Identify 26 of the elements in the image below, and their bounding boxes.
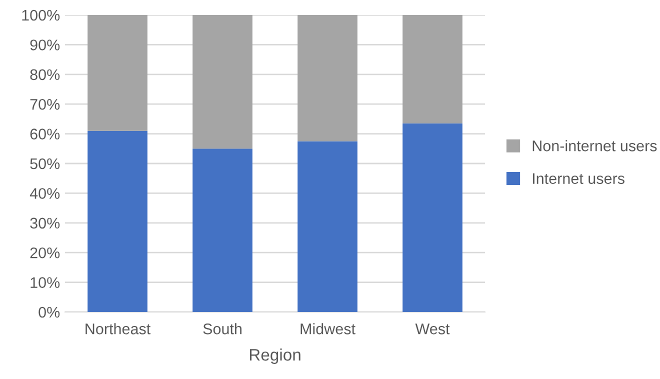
y-tick-label: 40%	[30, 188, 60, 199]
x-tick-label: Midwest	[300, 323, 356, 334]
bar	[402, 15, 462, 124]
y-tick-label: 80%	[30, 69, 60, 80]
x-tick-label: West	[415, 324, 450, 334]
bar	[402, 123, 462, 312]
y-tick-label: 100%	[22, 10, 60, 21]
y-tick-label: 60%	[30, 128, 60, 140]
y-tick-label: 90%	[30, 40, 60, 50]
legend-label: Internet users	[533, 173, 624, 184]
bar	[298, 141, 358, 312]
y-tick-label: 20%	[30, 247, 60, 258]
bar	[192, 148, 252, 312]
y-tick-label: 70%	[30, 98, 60, 110]
x-tick-label: Northeast	[86, 323, 151, 334]
y-tick-label: 0%	[38, 306, 60, 318]
bar	[88, 15, 148, 131]
x-tick-label: South	[203, 323, 242, 334]
bar	[298, 15, 358, 142]
y-tick-label: 10%	[30, 277, 60, 288]
bar	[192, 15, 252, 149]
x-axis-title: Region	[250, 348, 300, 364]
y-tick-label: 50%	[30, 158, 60, 170]
legend-label: Non-internet users	[532, 140, 657, 152]
bar	[88, 130, 148, 312]
y-tick-label: 30%	[30, 218, 60, 229]
